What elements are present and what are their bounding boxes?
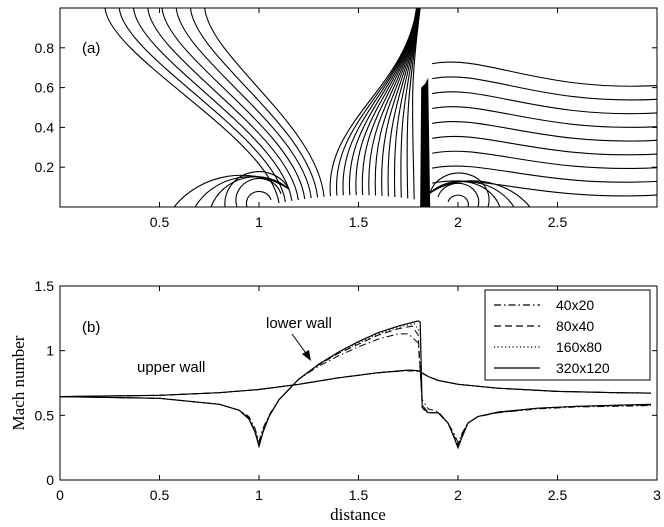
mach-series-lines (59, 320, 652, 450)
contour-line (118, 7, 286, 203)
panel-a-ticks: 0.5 1 1.5 2 2.5 0.2 0.4 0.6 0.8 (35, 8, 657, 230)
x-tick-label: 0.5 (150, 214, 170, 230)
contour-line (147, 7, 299, 201)
panel-b-label: (b) (82, 319, 100, 336)
legend-box (484, 289, 651, 381)
y-tick-label: 0 (46, 472, 54, 488)
contour-line (175, 7, 312, 199)
contour-line (437, 182, 480, 208)
contour-line (368, 7, 419, 196)
contour-line (342, 7, 418, 196)
contour-line (411, 7, 421, 200)
y-tick-label: 0.2 (35, 159, 55, 175)
legend-label: 40x20 (556, 297, 594, 313)
contour-line (429, 172, 490, 208)
contour-line (432, 120, 658, 142)
contour-line (189, 7, 319, 198)
contour-line (235, 177, 282, 208)
x-tick-label: 1 (255, 214, 263, 230)
contour-line (329, 7, 418, 197)
y-axis-label: Mach number (9, 335, 28, 430)
y-tick-label: 0.4 (35, 119, 55, 135)
contour-line (361, 7, 419, 196)
x-tick-label: 1 (255, 487, 263, 503)
contour-line (374, 7, 420, 196)
contour-line (406, 7, 421, 199)
y-tick-label: 0.5 (35, 407, 55, 423)
annotation-arrow (291, 333, 311, 361)
contour-line (245, 190, 272, 208)
panel-b-ticks: 0 0.5 1 1.5 2 2.5 3 0 0.5 1 1.5 (35, 278, 662, 503)
x-tick-label: 2.5 (548, 214, 568, 230)
series-line-320x120-lower (59, 320, 652, 450)
contour-line (161, 7, 306, 200)
y-tick-label: 0.8 (35, 40, 55, 56)
panel-b-line-plot: 0 0.5 1 1.5 2 2.5 3 0 0.5 1 1.5 (b) distance Mach … (9, 278, 661, 524)
series-line-320x120-upper (59, 369, 652, 398)
contour-line (429, 180, 531, 208)
x-tick-label: 2 (454, 487, 462, 503)
series-line-40x20-lower (59, 333, 652, 444)
x-tick-label: 3 (653, 487, 661, 503)
contour-line (432, 180, 658, 197)
contour-line (355, 7, 419, 196)
annotation-lower-wall: lower wall (266, 315, 332, 332)
x-tick-label: 0.5 (150, 487, 170, 503)
contour-line (432, 61, 658, 87)
y-tick-label: 1 (46, 343, 54, 359)
contour-line (432, 91, 658, 115)
contour-line (132, 7, 293, 202)
contour-line (429, 180, 501, 208)
x-tick-label: 2 (454, 214, 462, 230)
x-tick-label: 1.5 (349, 487, 369, 503)
contour-line (210, 176, 290, 208)
contour-line (104, 7, 280, 204)
contour-line (432, 76, 658, 101)
annotation-upper-wall: upper wall (137, 359, 205, 376)
contour-line (432, 135, 658, 156)
contour-line (447, 194, 469, 208)
x-tick-label: 1.5 (349, 214, 369, 230)
legend-label: 160x80 (556, 339, 602, 355)
contour-line (204, 7, 325, 197)
x-tick-label: 2.5 (548, 487, 568, 503)
panel-a-label: (a) (82, 40, 100, 57)
contour-lines (104, 7, 658, 208)
contour-line (432, 106, 658, 128)
contour-line (432, 150, 658, 169)
legend-label: 80x40 (556, 318, 594, 334)
contour-line (224, 171, 290, 208)
contour-line (173, 174, 290, 208)
contour-line (387, 7, 420, 197)
y-tick-label: 1.5 (35, 278, 55, 294)
y-tick-label: 0.6 (35, 80, 55, 96)
panel-a-axes-box (59, 7, 658, 208)
legend-label: 320x120 (556, 360, 610, 376)
panel-a-contour-plot: 0.5 1 1.5 2 2.5 0.2 0.4 0.6 0.8 (a) (35, 7, 658, 230)
contour-line (432, 165, 658, 183)
shock-band (420, 77, 431, 207)
x-axis-label: distance (330, 505, 386, 524)
x-tick-label: 0 (56, 487, 64, 503)
shock-region (420, 77, 431, 207)
legend: 40x20 80x40 160x80 320x120 (484, 289, 651, 381)
